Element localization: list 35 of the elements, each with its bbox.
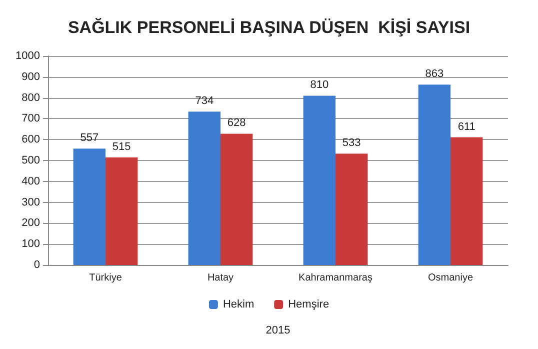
x-tick-label: Osmaniye: [428, 272, 474, 284]
data-label: 515: [112, 140, 131, 153]
y-tick-label: 100: [22, 238, 40, 250]
y-tick-label: 400: [22, 175, 40, 188]
y-tick-label: 300: [22, 196, 40, 208]
legend-label: Hekim: [222, 298, 254, 310]
x-tick-label: Hatay: [207, 272, 234, 284]
bar: [73, 148, 106, 265]
y-tick-label: 700: [22, 112, 40, 125]
y-tick-label: 500: [22, 154, 40, 166]
data-label: 863: [425, 68, 444, 80]
bar: [303, 96, 336, 265]
x-tick-label: Türkiye: [89, 272, 122, 284]
bar: [418, 84, 450, 265]
chart-title: SAĞLIK PERSONELİ BAŞINA DÜŞEN KİŞİ SAYISI: [68, 17, 470, 37]
bar: [450, 137, 483, 265]
legend-label: Hemşire: [288, 298, 330, 310]
y-tick-label: 900: [22, 70, 40, 83]
x-tick-label: Kahramanmaraş: [298, 272, 372, 284]
data-label: 810: [310, 79, 329, 92]
data-label: 734: [195, 95, 214, 108]
bar: [106, 157, 138, 265]
bar: [188, 112, 220, 265]
x-axis-title: 2015: [266, 324, 290, 336]
y-tick-label: 0: [34, 259, 40, 271]
y-tick-label: 1000: [16, 50, 40, 62]
y-tick-label: 200: [22, 217, 40, 230]
y-tick-label: 800: [22, 92, 40, 104]
data-label: 533: [342, 137, 361, 150]
data-label: 557: [80, 132, 99, 144]
y-tick-label: 600: [22, 134, 40, 146]
bar: [220, 134, 253, 265]
bar: [336, 154, 368, 265]
data-label: 628: [227, 117, 246, 130]
data-label: 611: [458, 120, 476, 133]
